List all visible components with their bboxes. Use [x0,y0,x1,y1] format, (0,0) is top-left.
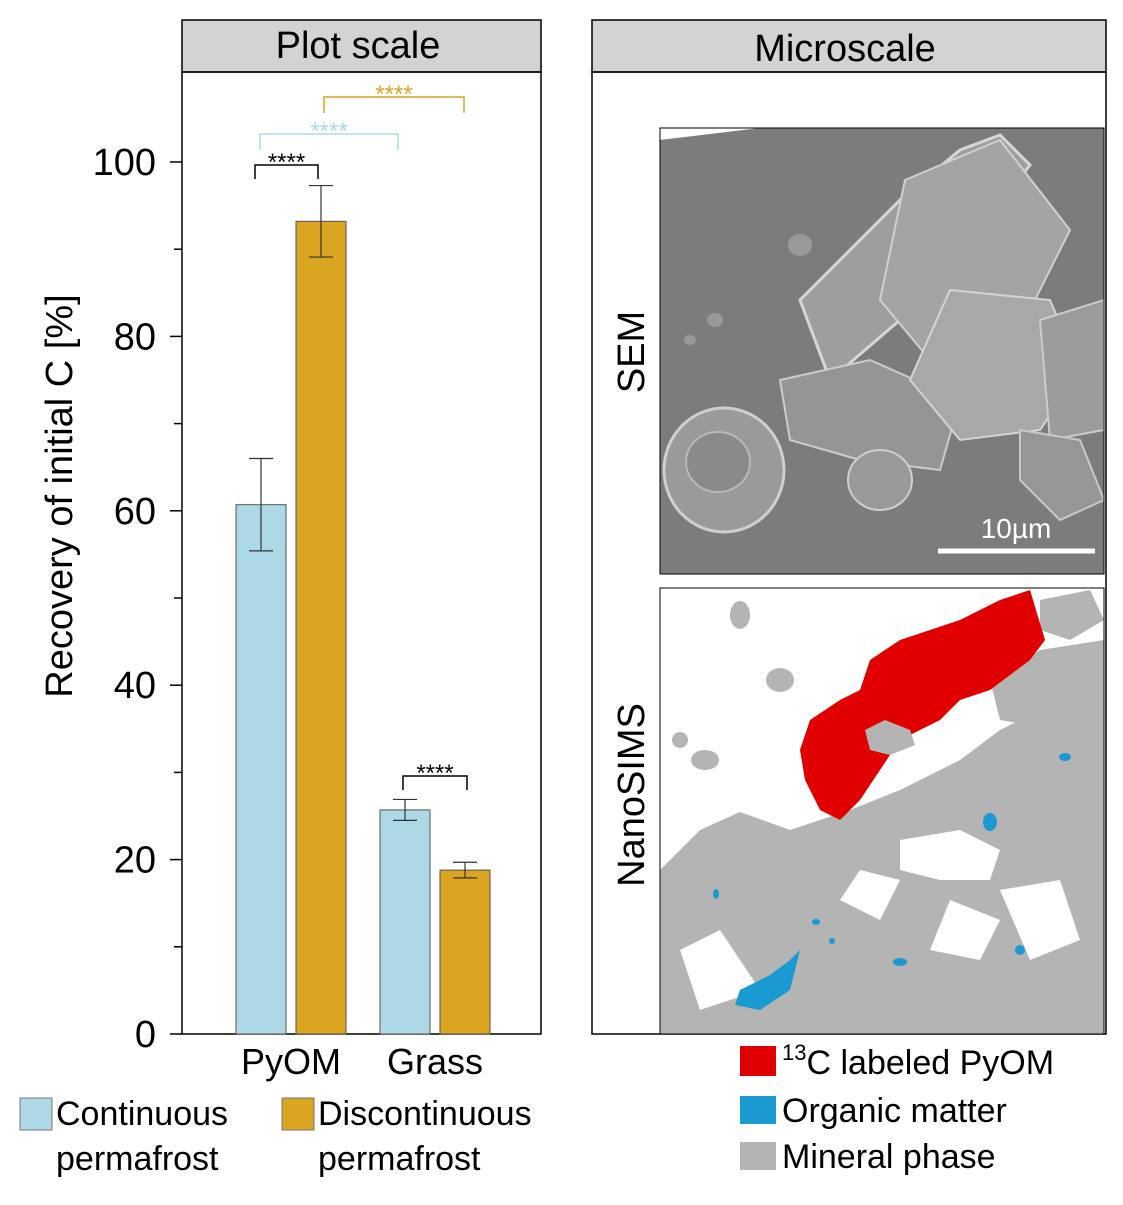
significance-label: **** [375,81,412,108]
legend-swatch-organic [740,1096,776,1124]
significance-label: **** [310,118,347,145]
plot-panel-header [181,19,542,73]
legend-label-mineral: Mineral phase [782,1138,996,1176]
y-tick-label: 0 [135,1014,156,1056]
y-axis-label: Recovery of initial C [%] [39,294,81,697]
micro-panel: Microscale SEM NanoSIMS 10µm [591,19,1107,1035]
bar [439,869,491,1035]
sem-image: 10µm [660,128,1104,574]
y-tick-label: 100 [93,142,156,184]
micro-panel-title: Microscale [754,28,936,70]
plot-panel: Plot scale 0 20 40 60 80 100 Recovery of init… [39,19,542,1082]
legend-label-continuous-line2: permafrost [56,1140,219,1178]
significance-bracket [323,96,465,113]
significance-label: **** [416,760,453,787]
significance-bracket [259,133,399,150]
legend-right: 13C labeled PyOM Organic matter Mineral … [740,1040,1054,1176]
nanosims-border [659,587,1105,1035]
y-tick-label: 40 [114,665,156,707]
legend-label-discontinuous-line1: Discontinuous [318,1095,532,1133]
legend-label-discontinuous-line2: permafrost [318,1140,481,1178]
legend-swatch-mineral [740,1142,776,1170]
x-tick-label: Grass [387,1041,483,1082]
x-tick-label: PyOM [241,1041,341,1082]
isotope-superscript: 13 [782,1040,806,1065]
bar-group [235,184,491,1035]
significance-brackets: **************** [254,81,468,790]
legend-item-mineral: Mineral phase [740,1138,996,1176]
y-axis: 0 20 40 60 80 100 [93,142,182,1056]
micro-panel-header [591,19,1107,73]
pyom-label-text: C labeled PyOM [806,1044,1054,1082]
legend-swatch-pyom [740,1046,776,1076]
legend-label-pyom: 13C labeled PyOM [782,1040,1054,1082]
plot-area-frame [181,71,542,1035]
scale-bar-label: 10µm [981,513,1052,544]
bar [235,504,287,1035]
significance-bracket [254,164,319,179]
x-axis-labels: PyOM Grass [241,1041,483,1082]
nanosims-label: NanoSIMS [611,703,653,887]
plot-panel-title: Plot scale [276,25,441,67]
legend-item-organic: Organic matter [740,1092,1007,1130]
legend-label-continuous-line1: Continuous [56,1095,228,1133]
y-tick-label: 20 [114,840,156,882]
legend-item-discontinuous: Discontinuous permafrost [281,1095,532,1178]
y-tick-label: 80 [114,316,156,358]
legend-swatch-continuous [19,1097,53,1131]
y-tick-label: 60 [114,491,156,533]
legend-item-pyom: 13C labeled PyOM [740,1040,1054,1082]
significance-bracket [402,775,468,790]
sem-label: SEM [611,311,653,393]
bar [295,220,347,1035]
nanosims-map [660,588,1104,1034]
legend-left: Continuous permafrost Discontinuous perm… [19,1095,532,1178]
legend-swatch-discontinuous [281,1097,315,1131]
bar [379,809,431,1035]
legend-item-continuous: Continuous permafrost [19,1095,228,1178]
sem-image-border [659,127,1105,575]
legend-label-organic: Organic matter [782,1092,1007,1130]
significance-label: **** [268,149,305,176]
